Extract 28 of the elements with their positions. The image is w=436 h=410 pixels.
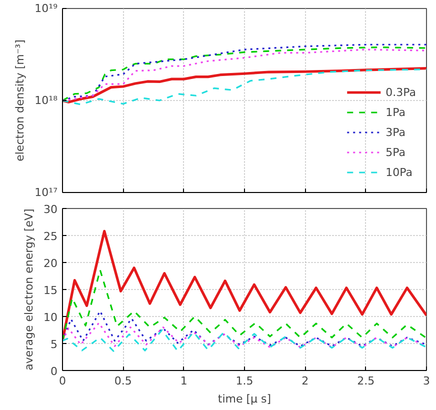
y-tick-label: 10¹⁷	[34, 186, 58, 199]
y-tick-label: 25	[44, 230, 58, 243]
y-tick-label: 5	[50, 338, 58, 351]
y-tick-label: 15	[44, 284, 58, 297]
legend-label: 5Pa	[386, 145, 406, 159]
legend-label: 3Pa	[386, 125, 406, 139]
x-tick-label: 2.5	[357, 374, 375, 388]
legend-label: 1Pa	[386, 105, 406, 119]
y-tick-label: 30	[44, 203, 58, 216]
y-axis-title: electron density [m⁻³]	[14, 40, 27, 162]
y-tick-label: 0	[50, 365, 58, 378]
x-tick-label: 0	[59, 374, 66, 388]
x-tick-label: 2	[302, 374, 309, 388]
line-series	[62, 269, 426, 342]
y-tick-label: 20	[44, 257, 58, 270]
x-tick-label: 0.5	[114, 374, 132, 388]
y-tick-label: 10¹⁸	[34, 94, 58, 107]
legend-label: 10Pa	[386, 165, 413, 179]
line-series	[62, 310, 426, 347]
line-series	[62, 329, 426, 352]
y-tick-label: 10	[44, 311, 58, 324]
x-tick-label: 1	[180, 374, 188, 388]
legend-label: 0.3Pa	[386, 85, 416, 99]
y-tick-label: 10¹⁹	[34, 2, 58, 15]
x-axis-title: time [μ s]	[218, 392, 272, 406]
x-tick-label: 3	[423, 374, 430, 388]
x-tick-label: 1.5	[236, 374, 254, 388]
y-axis-title: average electron energy [eV]	[22, 208, 36, 370]
